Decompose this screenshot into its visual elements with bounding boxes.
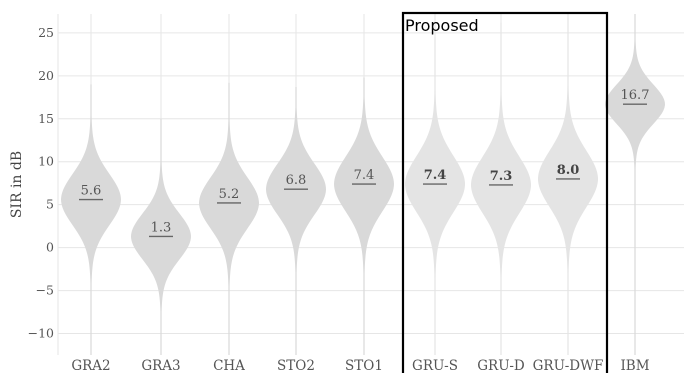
x-tick-label: GRU-DWF — [533, 358, 604, 373]
y-tick-label: 0 — [46, 240, 54, 255]
y-axis-label: SIR in dB — [9, 151, 25, 218]
y-tick-label: 10 — [38, 154, 54, 169]
violin-sto1 — [334, 77, 394, 355]
proposed-box-label: Proposed — [405, 16, 479, 35]
x-tick-label: GRU-D — [477, 358, 525, 373]
x-tick-label: GRA3 — [141, 358, 180, 373]
median-label: 7.3 — [490, 169, 513, 184]
median-label: 6.8 — [286, 173, 307, 188]
x-tick-label: GRU-S — [412, 358, 458, 373]
category-labels: GRA2 GRA3 CHA STO2 STO1 GRU-S GRU-D GRU-DWF IBM — [71, 358, 649, 373]
violin-cha — [199, 82, 259, 355]
y-tick-label: 15 — [38, 111, 54, 126]
median-label: 5.2 — [219, 187, 240, 202]
violin-gru-s — [405, 37, 465, 355]
violin-gru-dwf — [538, 17, 598, 355]
x-tick-label: STO1 — [345, 358, 383, 373]
y-tick-label: 5 — [46, 197, 54, 212]
x-tick-label: CHA — [213, 358, 245, 373]
x-tick-label: IBM — [620, 358, 649, 373]
violin-ibm — [605, 14, 665, 355]
violin-sto2 — [266, 87, 326, 355]
violins: 5.6 1.3 5.2 6.8 7.4 7.4 7.3 8.0 16.7 — [61, 14, 665, 356]
x-tick-label: STO2 — [277, 358, 315, 373]
violin-gra2 — [61, 84, 121, 356]
median-label: 8.0 — [557, 163, 580, 178]
median-label: 7.4 — [354, 168, 375, 183]
median-label: 7.4 — [424, 168, 447, 183]
axis-ticks: −10 −5 0 5 10 15 20 25 — [28, 25, 54, 341]
median-label: 1.3 — [151, 220, 172, 235]
median-label: 16.7 — [621, 88, 650, 103]
violin-gru-d — [471, 22, 531, 356]
y-tick-label: −10 — [28, 326, 54, 341]
x-tick-label: GRA2 — [71, 358, 110, 373]
proposed-box — [401, 11, 609, 373]
y-tick-label: −5 — [36, 283, 54, 298]
y-tick-label: 20 — [38, 68, 54, 83]
median-label: 5.6 — [81, 184, 102, 199]
y-tick-label: 25 — [38, 25, 54, 40]
